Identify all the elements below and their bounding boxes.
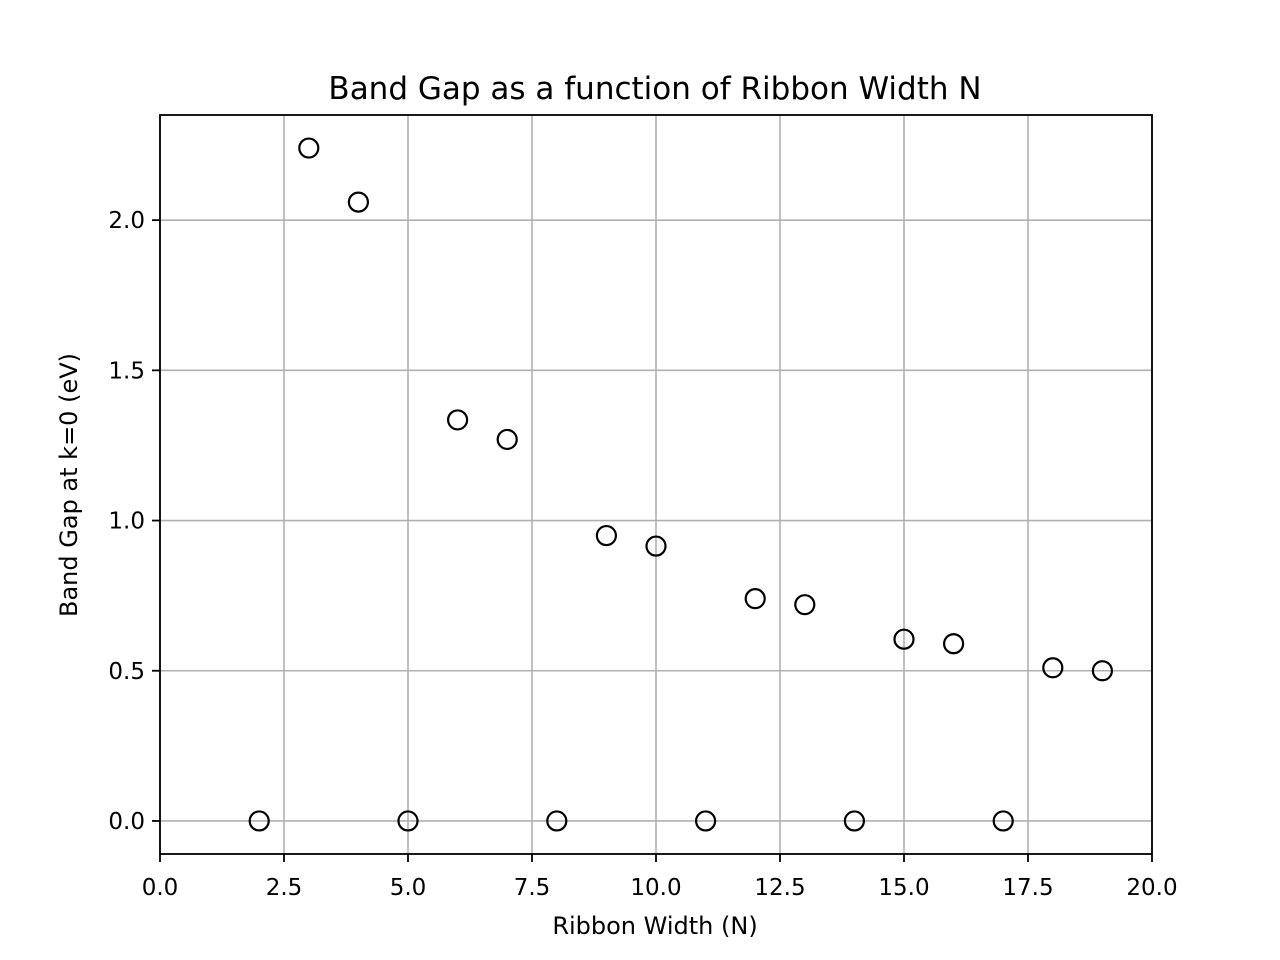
data-point [694, 810, 717, 832]
x-axis-label: Ribbon Width (N) [552, 912, 757, 940]
x-tick-label: 5.0 [390, 875, 427, 901]
data-point [447, 409, 469, 431]
x-tick-label: 7.5 [514, 875, 551, 901]
data-point [645, 535, 667, 557]
data-point [992, 810, 1014, 832]
data-point [248, 810, 270, 832]
data-point [298, 137, 320, 159]
y-tick-label: 1.0 [108, 509, 145, 535]
x-tick-label: 20.0 [1126, 875, 1177, 901]
data-point [794, 594, 816, 616]
data-point [496, 428, 518, 451]
data-point [1091, 660, 1114, 682]
y-tick-label: 2.0 [108, 208, 145, 234]
data-point [893, 628, 915, 650]
chart-title: Band Gap as a function of Ribbon Width N [328, 71, 981, 107]
x-tick-label: 10.0 [630, 875, 681, 901]
data-points [248, 137, 1114, 832]
y-tick-label: 1.5 [108, 358, 145, 384]
y-axis-label: Band Gap at k=0 (eV) [55, 353, 83, 617]
x-tick-label: 0.0 [142, 875, 179, 901]
data-point [347, 191, 369, 213]
x-tick-label: 12.5 [754, 875, 805, 901]
y-tick-label: 0.0 [108, 809, 145, 835]
x-tick-label: 2.5 [266, 875, 303, 901]
x-tick-label: 17.5 [1002, 875, 1053, 901]
grid [159, 115, 1153, 854]
data-point [1042, 657, 1064, 679]
data-point [843, 810, 866, 832]
data-point [744, 588, 766, 610]
x-tick-label: 15.0 [878, 875, 929, 901]
data-point [397, 810, 419, 832]
data-point [942, 633, 965, 655]
y-tick-label: 0.5 [108, 659, 145, 685]
axis-ticks: 0.0 2.5 5.0 7.5 10.0 12.5 15.0 17.5 20.0 0.0 0.5 1.… [108, 208, 1177, 901]
data-point [546, 810, 568, 832]
data-point [595, 524, 618, 547]
